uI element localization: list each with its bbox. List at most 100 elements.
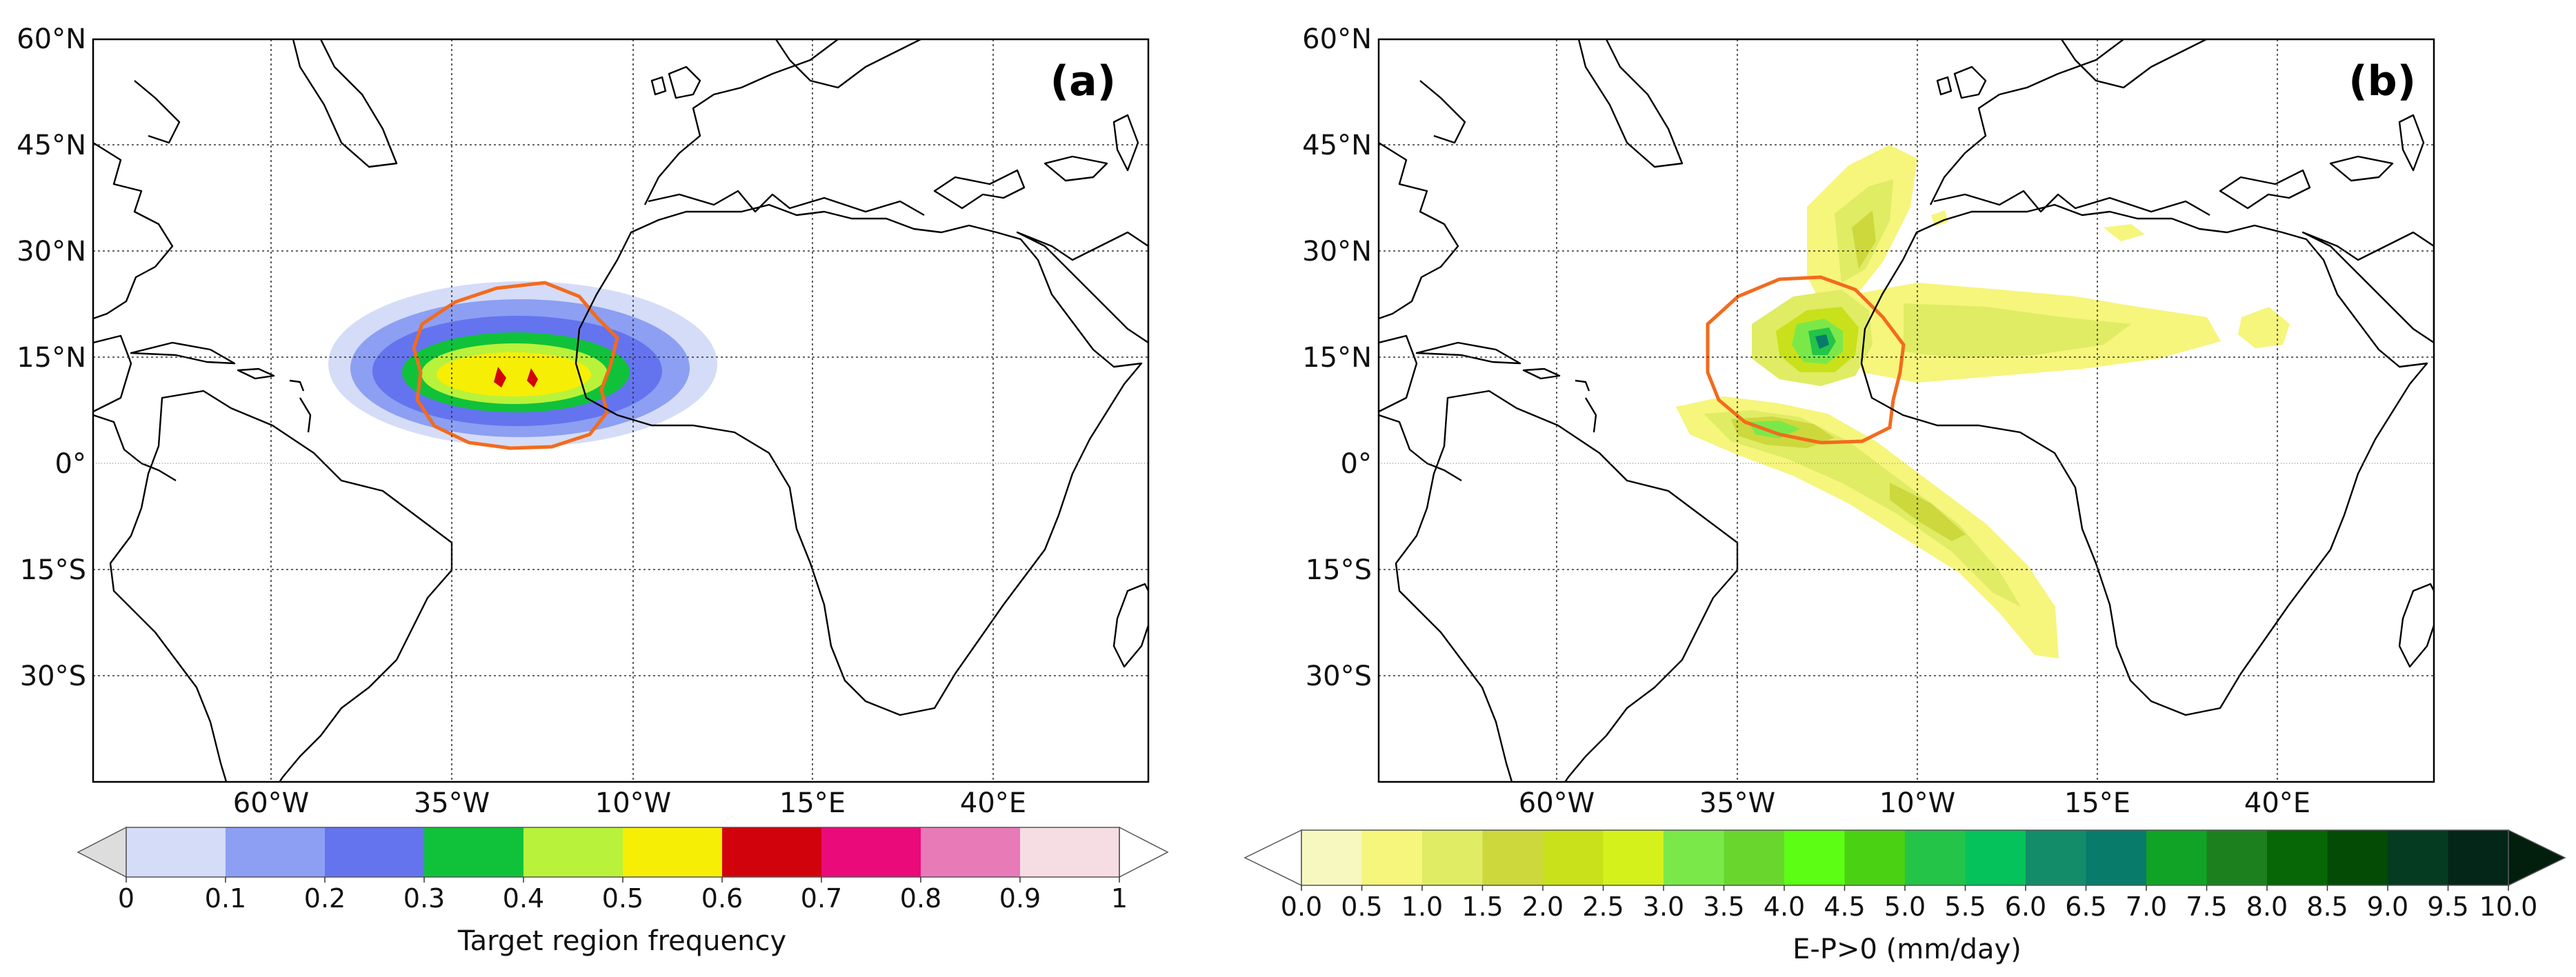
map-b-lon-labels: 60°W 35°W 10°W 15°E 40°E [1519,787,2310,819]
map-b-gridlines [1379,39,2434,782]
map-a-frame [92,38,1150,783]
lat-label: 30°S [20,661,86,692]
colorbar-under-arrow [77,826,127,878]
lat-label: 45°N [1302,130,1372,161]
colorbar-over-arrow [1119,826,1169,878]
colorbar-swatch [2206,830,2268,885]
lat-label: 15°S [20,554,86,586]
colorbar-b-title: E-P>0 (mm/day) [1793,934,2021,965]
lat-label: 30°N [1302,236,1372,268]
colorbar-swatch [1020,827,1120,877]
colorbar-tick-label: 10.0 [2479,892,2538,922]
panel-label-b: (b) [2348,57,2416,105]
colorbar-swatch [1603,830,1664,885]
colorbar-a-title: Target region frequency [457,925,786,957]
colorbar-tick-label: 0.4 [503,883,544,914]
colorbar-swatch [2146,830,2207,885]
colorbar-swatch [2448,830,2509,885]
lat-label: 15°N [1302,342,1372,374]
colorbar-tick-label: 0.5 [1341,892,1382,922]
map-panel-a: (a) 60°N 45°N 30°N 15°N 0° 15°S 30°S 60°… [17,23,1169,957]
colorbar-tick-label: 7.0 [2126,892,2167,922]
lat-label: 60°N [17,23,86,55]
colorbar-tick-label: 0.5 [602,883,643,914]
colorbar-swatch [821,827,921,877]
colorbar-tick-label: 0.1 [205,883,246,914]
colorbar-swatch [1301,830,1362,885]
colorbar-a: 0 0.1 0.2 0.3 0.4 0.5 0.6 0.7 0.8 0.9 1 [77,826,1169,914]
map-a-lat-labels: 60°N 45°N 30°N 15°N 0° 15°S 30°S [17,23,86,692]
colorbar-tick-label: 1.5 [1461,892,1503,922]
colorbar-tick-label: 0.7 [801,883,842,914]
colorbar-tick-label: 0.2 [304,883,346,914]
lon-label: 60°W [233,787,309,819]
map-a-region-contour [412,281,619,450]
colorbar-swatch [523,827,623,877]
lat-label: 45°N [17,130,86,161]
colorbar-tick-label: 5.0 [1884,892,1926,922]
colorbar-swatch [2388,830,2448,885]
panel-label-a: (a) [1050,57,1116,105]
lon-label: 10°W [595,787,671,819]
colorbar-swatch [722,827,822,877]
colorbar-tick-label: 0.0 [1281,892,1322,922]
map-a-lon-labels: 60°W 35°W 10°W 15°E 40°E [233,787,1026,819]
lon-label: 35°W [414,787,490,819]
lat-label: 0° [1341,448,1372,480]
lat-label: 0° [55,448,86,480]
lon-label: 15°E [2064,787,2130,819]
colorbar-tick-label: 0.9 [999,883,1041,914]
lon-label: 40°E [960,787,1026,819]
lat-label: 30°N [17,236,86,268]
colorbar-tick-label: 8.5 [2306,892,2348,922]
colorbar-tick-label: 7.5 [2186,892,2227,922]
map-a-frequency-field [328,281,717,447]
map-a-gridlines [93,39,1148,782]
colorbar-swatch [126,827,226,877]
colorbar-swatch [2086,830,2147,885]
colorbar-tick-label: 8.0 [2246,892,2288,922]
lat-label: 15°N [17,342,86,374]
colorbar-tick-label: 0 [118,883,134,914]
colorbar-swatch [1724,830,1785,885]
colorbar-tick-label: 1 [1111,883,1128,914]
colorbar-swatch [1844,830,1906,885]
colorbar-tick-label: 0.8 [900,883,941,914]
map-b-background [1379,39,2434,782]
map-b-lat-labels: 60°N 45°N 30°N 15°N 0° 15°S 30°S [1302,23,1372,692]
colorbar-tick-label: 4.0 [1764,892,1805,922]
colorbar-swatch [325,827,425,877]
colorbar-swatch [1422,830,1483,885]
colorbar-b: 0.0 0.5 1.0 1.5 2.0 2.5 3.0 3.5 4.0 4.5 5.0 5.5 6.0 6… [1244,829,2566,922]
colorbar-tick-label: 1.0 [1401,892,1443,922]
colorbar-swatch [226,827,326,877]
map-b-region-contour [1706,275,1906,445]
colorbar-swatch [1664,830,1724,885]
map-b-ep-field [1676,145,2290,658]
colorbar-tick-label: 9.5 [2427,892,2468,922]
lon-label: 15°E [779,787,846,819]
colorbar-tick-label: 3.5 [1703,892,1744,922]
colorbar-swatch [424,827,524,877]
colorbar-swatch [2026,830,2086,885]
colorbar-swatch [921,827,1021,877]
colorbar-swatch [1905,830,1966,885]
colorbar-swatch [2327,830,2388,885]
colorbar-swatch [1361,830,1423,885]
colorbar-tick-label: 6.5 [2065,892,2106,922]
lon-label: 10°W [1879,787,1955,819]
lat-label: 15°S [1306,554,1372,586]
colorbar-swatch [1784,830,1845,885]
colorbar-swatch [1543,830,1604,885]
colorbar-over-arrow [2508,829,2566,887]
map-panel-b: (b) 60°N 45°N 30°N 15°N 0° 15°S 30°S 60°… [1244,23,2566,965]
lat-label: 30°S [1306,661,1372,692]
colorbar-tick-label: 4.5 [1824,892,1865,922]
colorbar-tick-label: 0.3 [403,883,445,914]
lon-label: 60°W [1519,787,1595,819]
colorbar-swatch [623,827,723,877]
colorbar-tick-label: 0.6 [701,883,743,914]
lon-label: 40°E [2244,787,2310,819]
lat-label: 60°N [1302,23,1372,55]
map-b-frame [1377,38,2435,783]
